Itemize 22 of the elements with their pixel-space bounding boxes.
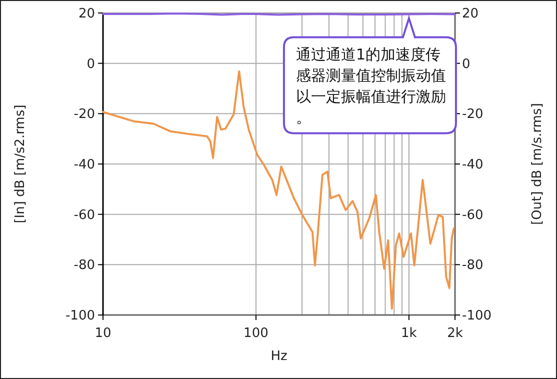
- y2-tick-label: -80: [462, 258, 484, 274]
- y2-axis-title: [Out] dB [m/s.rms]: [530, 103, 545, 225]
- y2-tick-label: -60: [462, 208, 484, 223]
- y2-tick-label: -20: [462, 107, 484, 122]
- x-tick-label: 2k: [447, 326, 464, 341]
- y-tick-label: -20: [74, 107, 95, 122]
- annotation: 通过通道1的加速度传感器测量值控制振动值以一定振幅值进行激励。: [296, 45, 446, 126]
- x-tick-label: 1k: [401, 326, 418, 341]
- y2-tick-label: -100: [462, 308, 492, 324]
- y2-tick-label: 0: [462, 56, 470, 72]
- x-tick-label: 100: [244, 326, 268, 341]
- y-tick-label: -40: [74, 158, 95, 172]
- y2-tick-label: 20: [462, 6, 479, 22]
- x-axis-title: Hz: [270, 349, 288, 364]
- y-tick-label: -80: [74, 258, 95, 274]
- x-tick-label: 10: [94, 326, 112, 341]
- y-tick-label: 0: [86, 56, 95, 72]
- y-tick-label: 20: [78, 6, 95, 22]
- y2-tick-label: -40: [462, 158, 484, 172]
- y-tick-label: -100: [65, 308, 95, 324]
- y-axis-title: [In] dB [m/s2.rms]: [13, 104, 28, 224]
- y-tick-label: -60: [74, 208, 95, 223]
